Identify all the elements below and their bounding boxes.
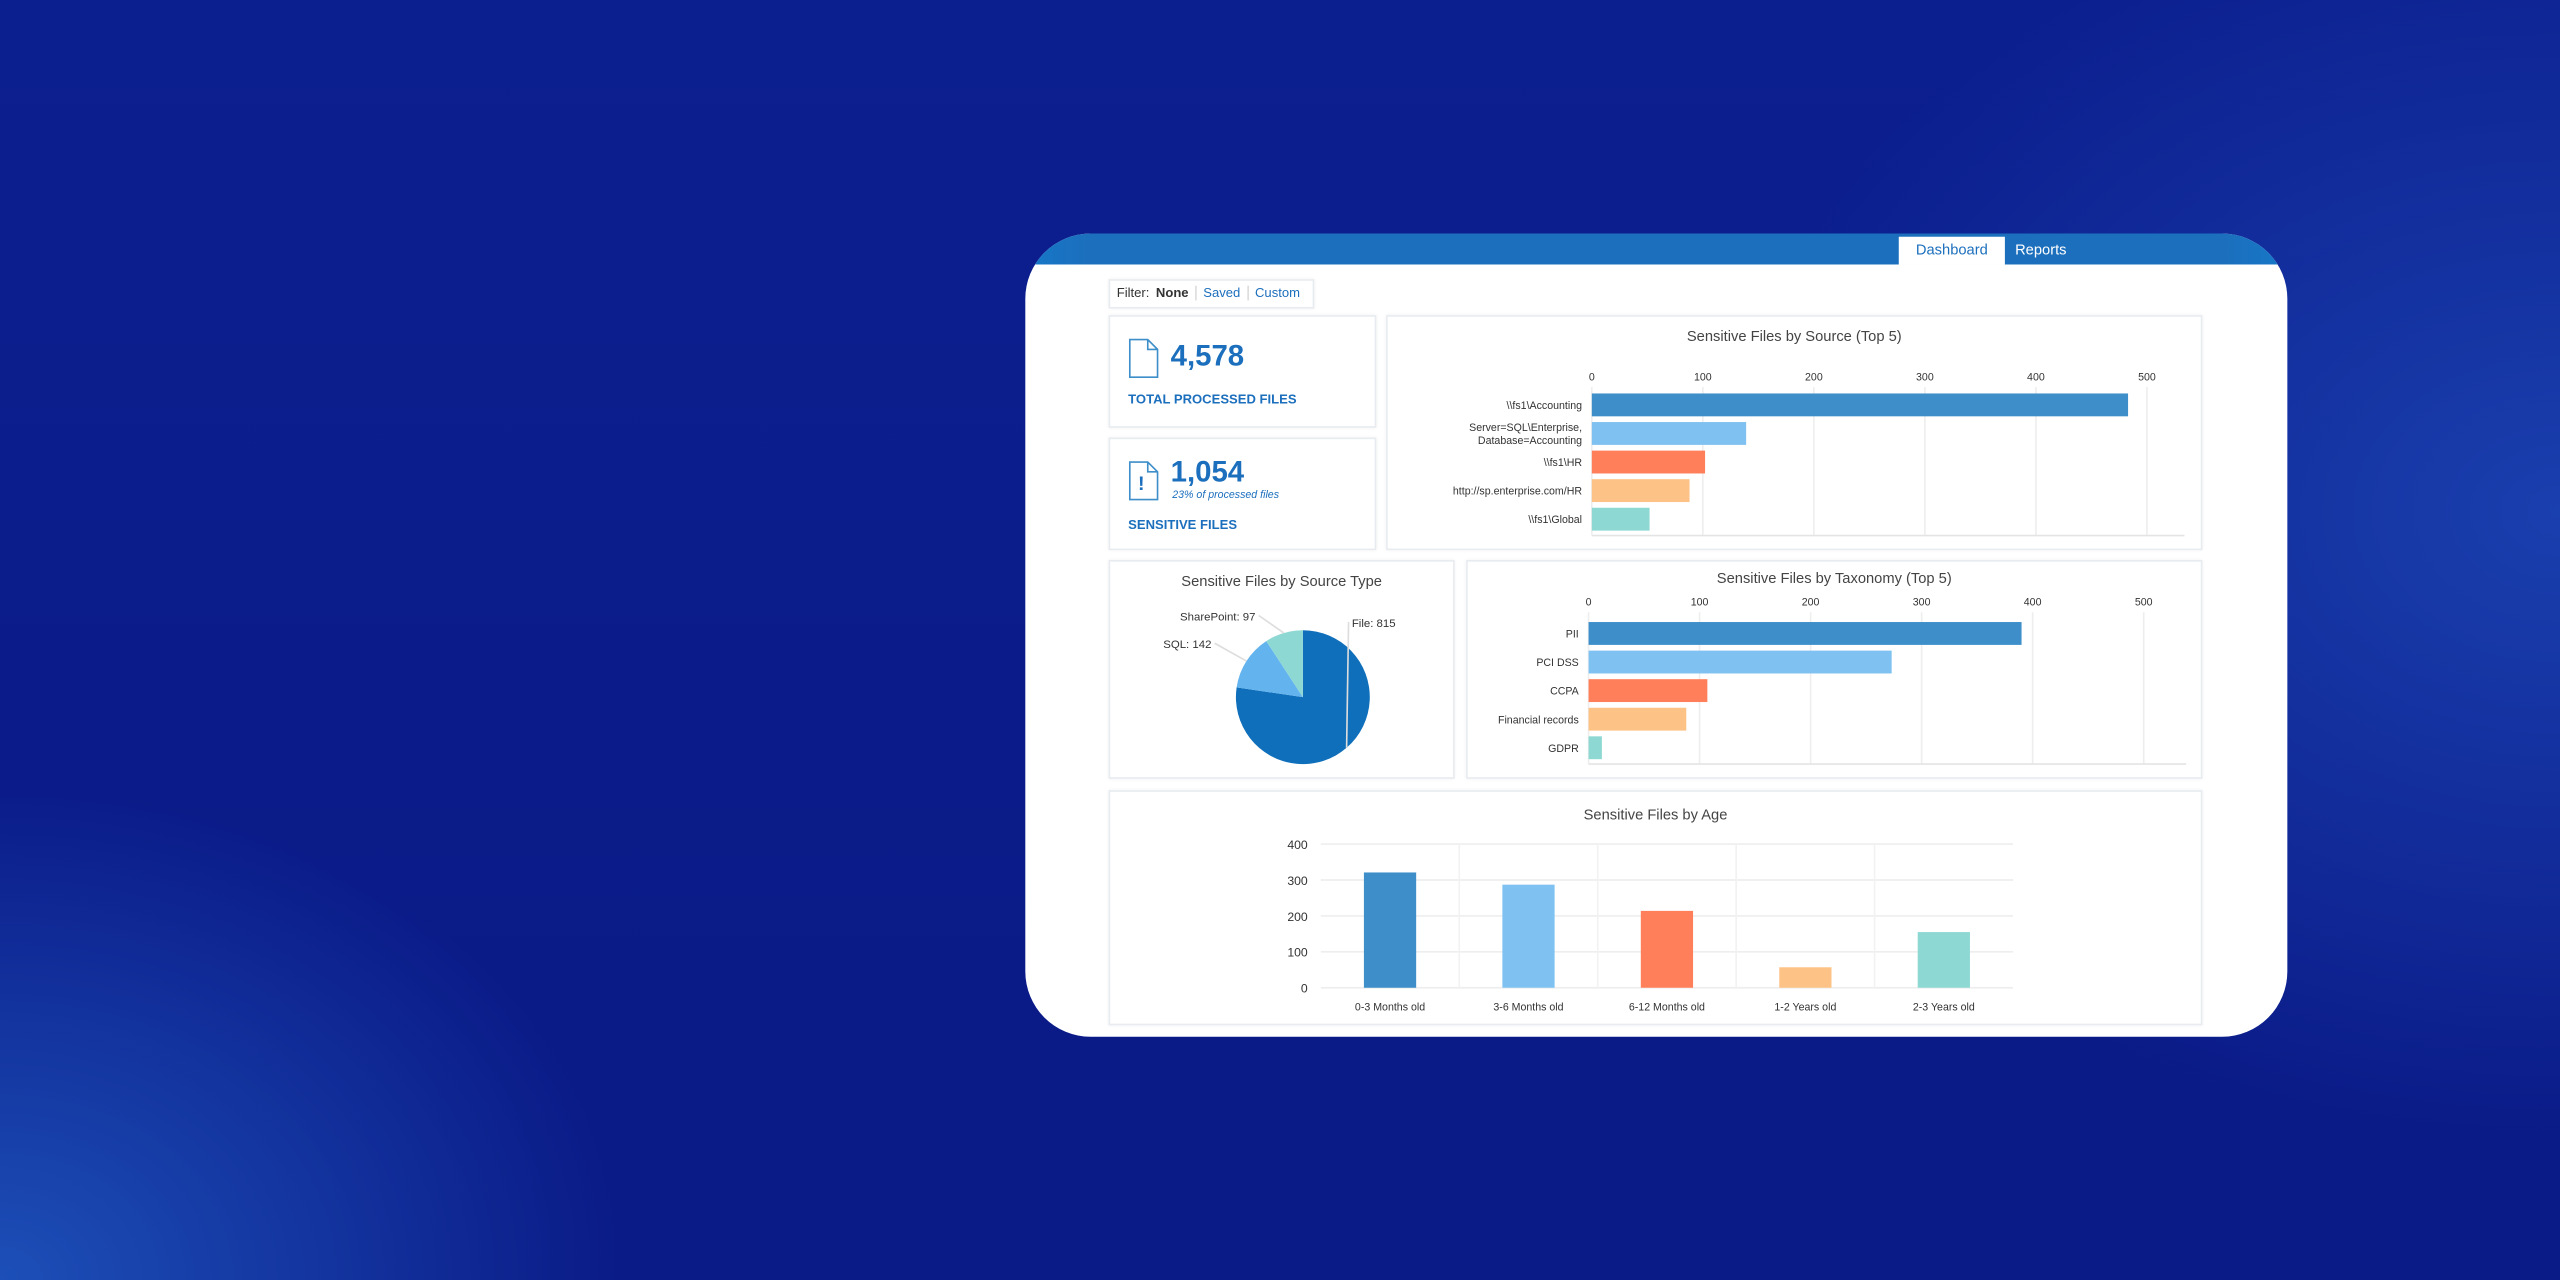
chart-sensitive-by-age: Sensitive Files by Age 0 100 200 300 400 0-3 …: [1108, 790, 2203, 1026]
tab-reports[interactable]: Reports: [2015, 241, 2067, 258]
tick-label: 300: [1287, 874, 1308, 888]
kpi-label: TOTAL PROCESSED FILES: [1128, 391, 1297, 407]
category-label: 1-2 Years old: [1774, 1002, 1836, 1014]
tick-label: 500: [2138, 371, 2156, 383]
bar: [1591, 422, 1747, 445]
chart-title: Sensitive Files by Age: [1583, 806, 1728, 823]
chart-sensitive-by-source-type: Sensitive Files by Source Type File: 815…: [1108, 559, 1455, 779]
chart-sensitive-by-source: Sensitive Files by Source (Top 5) 0 100 20…: [1386, 315, 2203, 551]
tick-label: 100: [1694, 371, 1712, 383]
kpi-value: 1,054: [1170, 455, 1245, 489]
svg-text:!: !: [1138, 473, 1145, 495]
leader-line: [1345, 622, 1350, 748]
source-bar-chart: 0 100 200 300 400 500 \\fs1\Accounting Server=S…: [1453, 371, 2185, 537]
tick-label: 0: [1586, 597, 1592, 609]
category-label: 2-3 Years old: [1913, 1002, 1975, 1014]
chart-title: Sensitive Files by Taxonomy (Top 5): [1716, 569, 1952, 587]
tick-label: 200: [1802, 597, 1820, 609]
tick-label: 200: [1287, 910, 1308, 924]
filter-bar: Filter: None Saved Custom: [1108, 279, 1315, 309]
filter-none[interactable]: None: [1155, 285, 1189, 301]
category-label: CCPA: [1550, 686, 1580, 698]
tick-label: 0: [1301, 982, 1308, 996]
file-alert-icon: !: [1128, 461, 1159, 501]
leader-line: [1214, 642, 1247, 662]
bar: [1588, 679, 1708, 703]
category-label: http://sp.enterprise.com/HR: [1453, 486, 1582, 498]
slice-label: SQL: 142: [1163, 639, 1211, 651]
category-label: Database=Accounting: [1478, 435, 1582, 447]
bar: [1588, 736, 1602, 760]
category-label: 3-6 Months old: [1493, 1002, 1563, 1014]
slice-label: SharePoint: 97: [1180, 611, 1255, 623]
kpi-sensitive-files: ! 1,054 23% of processed files SENSITIVE…: [1108, 437, 1377, 551]
top-nav-bar: [1025, 233, 2288, 265]
bar: [1502, 884, 1555, 988]
bar: [1591, 507, 1650, 531]
tab-dashboard[interactable]: Dashboard: [1898, 236, 2005, 265]
tick-label: 300: [1913, 597, 1931, 609]
bar: [1591, 479, 1690, 503]
pie-slice: [1235, 630, 1370, 765]
category-label: \\fs1\Global: [1528, 514, 1582, 526]
filter-saved[interactable]: Saved: [1195, 286, 1247, 301]
pie-slice: [1236, 641, 1303, 698]
category-label: \\fs1\Accounting: [1507, 400, 1583, 412]
age-bar-chart: 0 100 200 300 400 0-3 Months old 3-6 Months ol…: [1287, 838, 2014, 1014]
bar: [1363, 872, 1417, 988]
pie-slice: [1266, 630, 1303, 698]
bar: [1588, 650, 1892, 674]
tick-label: 200: [1805, 371, 1823, 383]
filter-label: Filter:: [1116, 285, 1150, 301]
category-label: \\fs1\HR: [1544, 457, 1583, 469]
bar: [1640, 910, 1694, 988]
bar: [1588, 707, 1687, 731]
bar: [1779, 967, 1832, 988]
tick-label: 400: [2024, 597, 2042, 609]
category-label: Financial records: [1498, 714, 1579, 726]
category-label: PCI DSS: [1536, 657, 1578, 669]
tick-label: 100: [1691, 597, 1709, 609]
category-label: Server=SQL\Enterprise,: [1469, 422, 1582, 434]
kpi-total-processed: 4,578 TOTAL PROCESSED FILES: [1108, 315, 1377, 428]
tick-label: 0: [1589, 371, 1595, 383]
bar: [1591, 450, 1706, 474]
taxonomy-bar-chart: 0 100 200 300 400 500 PII PCI DSS CCPA Financial …: [1498, 597, 2187, 765]
file-icon: [1128, 338, 1159, 378]
kpi-subtext: 23% of processed files: [1172, 489, 1280, 502]
kpi-label: SENSITIVE FILES: [1128, 517, 1238, 533]
bar: [1591, 393, 2129, 417]
tick-label: 500: [2135, 597, 2153, 609]
dashboard-window: Dashboard Reports Filter: None Saved Custom…: [1025, 233, 2288, 1037]
chart-title: Sensitive Files by Source Type: [1181, 573, 1382, 590]
tick-label: 300: [1916, 371, 1934, 383]
leader-line: [1258, 614, 1285, 634]
kpi-value: 4,578: [1170, 339, 1245, 373]
bar: [1588, 622, 2022, 645]
category-label: 6-12 Months old: [1629, 1002, 1705, 1014]
category-label: 0-3 Months old: [1355, 1002, 1425, 1014]
tick-label: 400: [2027, 371, 2045, 383]
slice-label: File: 815: [1352, 618, 1396, 630]
category-label: PII: [1566, 629, 1579, 641]
chart-title: Sensitive Files by Source (Top 5): [1686, 328, 1902, 345]
tick-label: 400: [1287, 838, 1308, 852]
tick-label: 100: [1287, 946, 1308, 960]
chart-sensitive-by-taxonomy: Sensitive Files by Taxonomy (Top 5) 0 100…: [1466, 559, 2203, 779]
source-type-pie-chart: File: 815 SQL: 142 SharePoint: 97: [1163, 611, 1396, 765]
category-label: GDPR: [1548, 743, 1579, 755]
bar: [1917, 932, 1970, 988]
filter-custom[interactable]: Custom: [1246, 286, 1307, 301]
